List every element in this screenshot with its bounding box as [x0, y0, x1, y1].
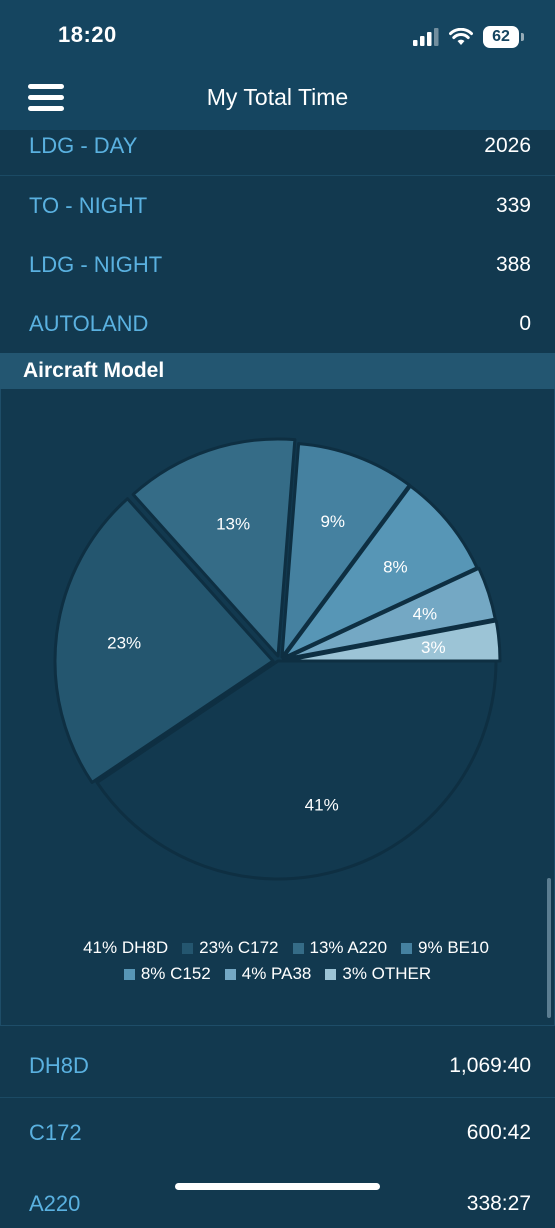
chart-scroll-indicator[interactable]: [547, 878, 551, 1018]
pie-slice-pa38[interactable]: [282, 566, 497, 661]
legend-swatch: [292, 942, 304, 954]
hamburger-menu-icon[interactable]: [28, 84, 64, 112]
legend-swatch: [224, 968, 236, 980]
legend-item-c152[interactable]: 8% C152: [123, 964, 211, 984]
pie-slice-label: 4%: [413, 605, 438, 624]
legend-swatch: [182, 942, 194, 954]
stat-label: TO - NIGHT: [29, 192, 148, 218]
legend-item-c172[interactable]: 23% C172: [182, 938, 279, 958]
pie-slice-c172[interactable]: [53, 497, 275, 784]
model-value: 1,069:40: [449, 1054, 531, 1077]
stat-label: LDG - DAY: [29, 133, 138, 158]
legend-swatch: [325, 968, 337, 980]
stat-value: 2026: [484, 134, 531, 157]
page-title: My Total Time: [206, 84, 349, 110]
battery-icon: 62: [483, 26, 524, 48]
stat-row-ldg-night: LDG - NIGHT 388: [0, 235, 555, 295]
legend-item-be10[interactable]: 9% BE10: [401, 938, 489, 958]
legend-swatch: [123, 968, 135, 980]
pie-slice-label: 3%: [421, 638, 446, 657]
section-title: Aircraft Model: [23, 359, 165, 382]
model-label: A220: [29, 1191, 81, 1216]
legend-item-dh8d[interactable]: 41% DH8D: [66, 938, 168, 958]
section-header-aircraft-model: Aircraft Model: [0, 353, 555, 389]
home-indicator[interactable]: [175, 1183, 380, 1190]
pie-slice-label: 9%: [320, 512, 345, 531]
top-bar-edge: [0, 118, 555, 130]
model-row-dh8d[interactable]: DH8D 1,069:40: [0, 1035, 555, 1098]
pie-slice-label: 13%: [216, 514, 250, 533]
legend-item-a220[interactable]: 13% A220: [292, 938, 388, 958]
legend-label: 8% C152: [140, 964, 211, 983]
model-value: 338:27: [466, 1192, 531, 1215]
wifi-icon: [449, 28, 473, 45]
model-label: DH8D: [29, 1053, 89, 1078]
model-value: 600:42: [466, 1121, 531, 1144]
legend-label: 23% C172: [199, 938, 279, 957]
stat-value: 0: [519, 311, 531, 335]
stat-row-autoland: AUTOLAND 0: [0, 294, 555, 353]
pie-slice-c152[interactable]: [281, 484, 479, 660]
pie-slice-label: 23%: [107, 633, 141, 652]
pie-slice-other[interactable]: [282, 619, 502, 663]
legend-item-other[interactable]: 3% OTHER: [325, 964, 431, 984]
legend-label: 41% DH8D: [83, 938, 169, 957]
legend-label: 9% BE10: [418, 938, 489, 957]
aircraft-model-chart-panel: 41% 23% 13% 9% 8% 4% 3% 41% DH8D 23% C172 13% A2…: [0, 389, 555, 1026]
pie-slice-dh8d[interactable]: [95, 659, 498, 881]
legend-row: 41% DH8D 23% C172 13% A220 9% BE10: [1, 935, 554, 961]
stat-value: 339: [495, 193, 531, 217]
top-bar: 18:20 62 My Total Time: [0, 0, 555, 130]
aircraft-model-pie-chart: 41% 23% 13% 9% 8% 4% 3%: [53, 437, 502, 881]
legend-row: 8% C152 4% PA38 3% OTHER: [1, 961, 554, 987]
legend-label: 13% A220: [309, 938, 388, 957]
status-icons: 62: [413, 24, 524, 50]
legend-label: 4% PA38: [241, 964, 312, 983]
pie-slice-a220[interactable]: [131, 437, 297, 658]
battery-level: 62: [492, 28, 510, 45]
model-row-a220[interactable]: A220 338:27: [0, 1168, 555, 1228]
pie-slice-label: 8%: [383, 557, 408, 576]
legend-swatch: [66, 942, 78, 954]
stat-label: AUTOLAND: [29, 310, 149, 336]
stat-value: 388: [495, 252, 531, 276]
legend-item-pa38[interactable]: 4% PA38: [224, 964, 312, 984]
model-label: C172: [29, 1120, 82, 1145]
stat-label: LDG - NIGHT: [29, 251, 163, 277]
pie-slice-be10[interactable]: [280, 442, 411, 659]
legend-swatch: [401, 942, 413, 954]
model-row-c172[interactable]: C172 600:42: [0, 1098, 555, 1169]
legend-label: 3% OTHER: [342, 964, 432, 983]
cellular-signal-icon: [413, 28, 439, 46]
status-time: 18:20: [58, 22, 117, 47]
pie-legend: 41% DH8D 23% C172 13% A220 9% BE10 8% C152 4…: [1, 935, 554, 987]
stat-row-to-night: TO - NIGHT 339: [0, 176, 555, 236]
pie-slice-label: 41%: [305, 795, 339, 814]
